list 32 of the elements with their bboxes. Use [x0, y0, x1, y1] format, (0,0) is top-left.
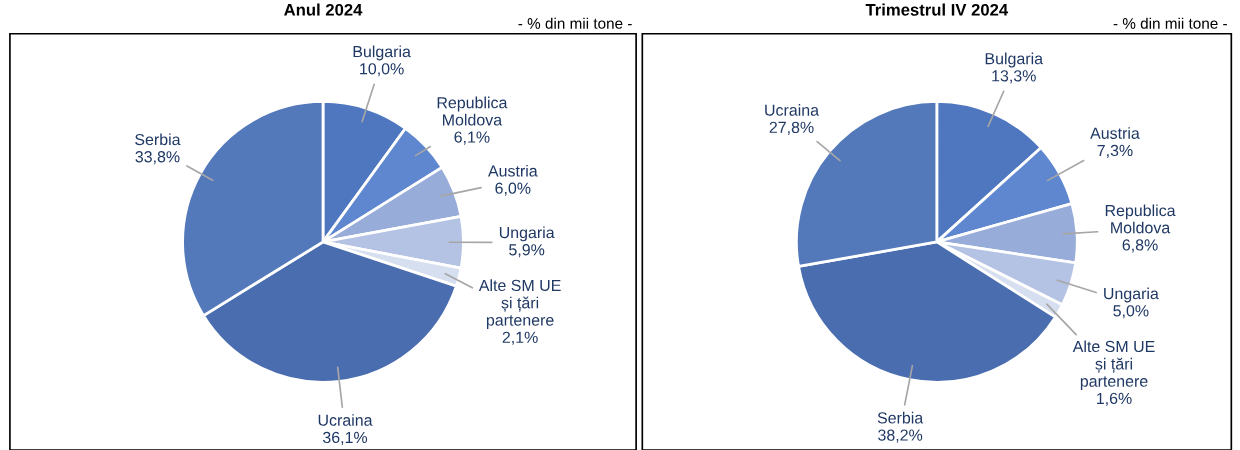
text: - % din mii tone -: [518, 17, 632, 29]
slice-label: Republica Moldova: [437, 96, 508, 126]
data-label: 6,1%: [454, 131, 490, 145]
data-label: 33,8%: [135, 151, 180, 165]
slice-label: Alte SM UE și țări partenere: [478, 279, 561, 329]
data-label: 27,8%: [769, 121, 814, 135]
slice-label: Serbia: [135, 133, 181, 146]
slice-label: Bulgaria: [353, 45, 411, 61]
data-label: 2,1%: [502, 331, 538, 345]
data-label: 10,0%: [360, 63, 404, 77]
slice-label: Bulgaria: [985, 52, 1044, 68]
slice-label: Republica Moldova: [1105, 204, 1176, 234]
data-label: 5,0%: [1113, 305, 1149, 319]
data-label: 13,3%: [992, 70, 1036, 84]
slice-label: Alte SM UE și țări partenere: [1072, 340, 1155, 390]
slice-label: Ungaria: [499, 226, 555, 242]
data-label: 38,2%: [878, 429, 923, 443]
chart-title: Trimestrul IV 2024: [865, 3, 1009, 16]
slice-label: Serbia: [877, 411, 924, 424]
data-label: 6,0%: [495, 182, 531, 196]
data-label: 5,9%: [509, 244, 545, 258]
chart-title: Anul 2024: [284, 3, 363, 16]
data-label: 1,6%: [1097, 392, 1132, 406]
slice-label: Ungaria: [1104, 287, 1159, 303]
text: - % din mii tone -: [1113, 17, 1227, 29]
slice-label: Ucraina: [765, 104, 820, 116]
slice-label: Ucraina: [318, 414, 373, 426]
data-label: 7,3%: [1097, 144, 1133, 158]
slice-label: Austria: [1090, 127, 1140, 139]
data-label: 6,8%: [1122, 239, 1158, 253]
data-label: 36,1%: [322, 431, 368, 445]
slice-label: Austria: [487, 164, 538, 177]
